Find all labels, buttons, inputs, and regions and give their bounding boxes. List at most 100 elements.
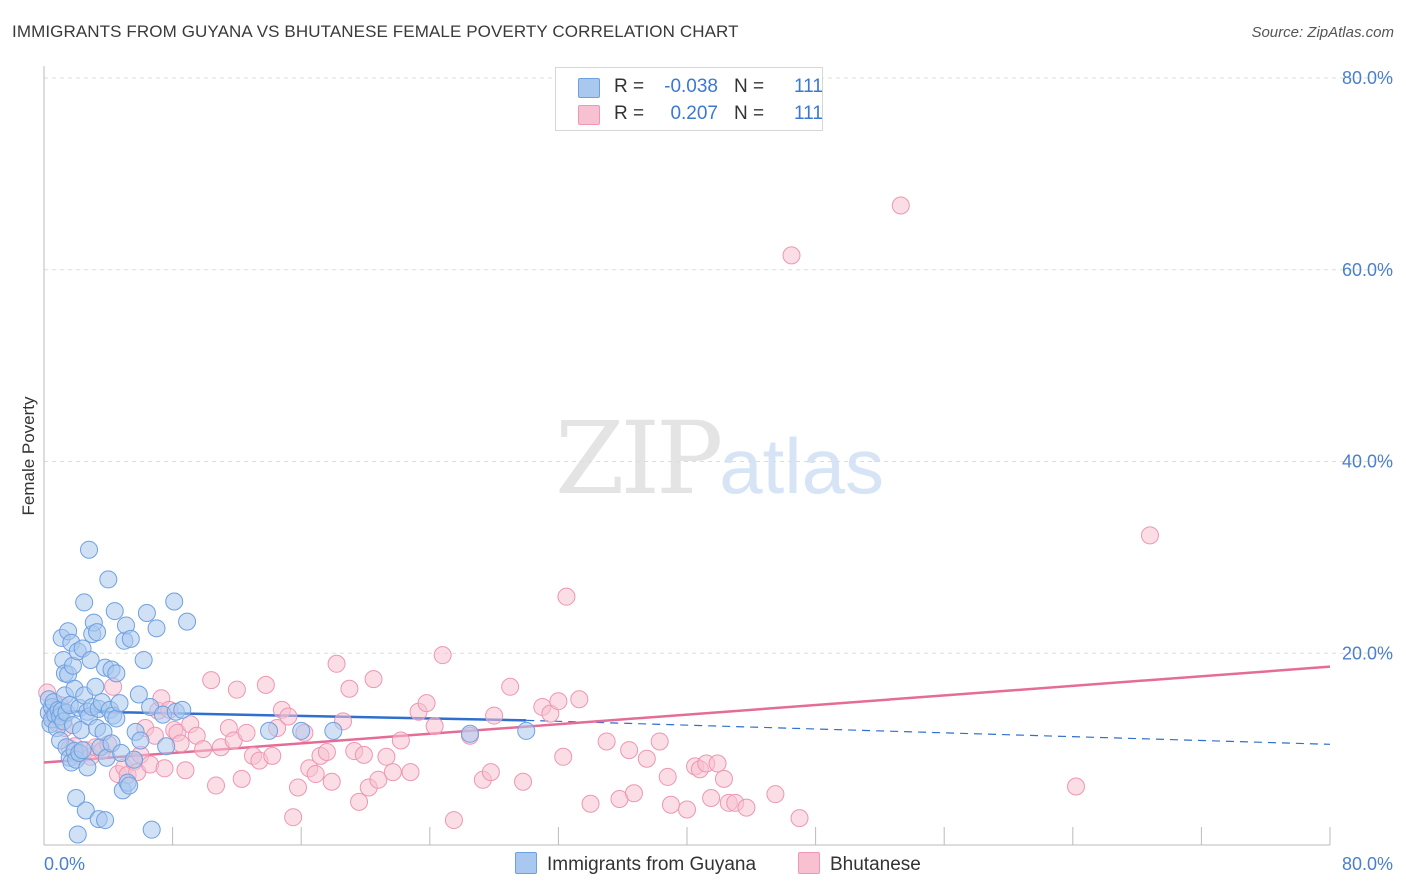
point-bhutanese xyxy=(501,677,520,696)
bottom-legend-guyana: Immigrants from Guyana xyxy=(515,852,756,876)
point-guyana xyxy=(157,737,176,756)
legend-n-label: N = xyxy=(734,76,765,97)
point-guyana xyxy=(86,677,105,696)
point-bhutanese xyxy=(620,741,639,760)
point-bhutanese xyxy=(417,694,436,713)
point-guyana xyxy=(107,664,126,683)
point-guyana xyxy=(88,623,107,642)
point-bhutanese xyxy=(364,670,383,689)
gridlines xyxy=(44,77,1394,654)
point-bhutanese xyxy=(637,749,656,768)
legend-r-label: R = xyxy=(614,103,645,124)
point-guyana xyxy=(134,650,153,669)
tick-labels: 20.0% 40.0% 60.0% 80.0% 0.0% 80.0% xyxy=(44,68,1393,874)
point-guyana xyxy=(142,820,161,839)
point-bhutanese xyxy=(444,811,463,830)
chart-title: IMMIGRANTS FROM GUYANA VS BHUTANESE FEMA… xyxy=(12,22,739,41)
point-bhutanese xyxy=(658,767,677,786)
y-tick-label: 40.0% xyxy=(1342,452,1393,472)
legend-n-value: 111 xyxy=(794,103,823,124)
point-bhutanese xyxy=(354,745,373,764)
point-guyana xyxy=(99,570,118,589)
point-bhutanese xyxy=(737,798,756,817)
point-bhutanese xyxy=(383,763,402,782)
point-bhutanese xyxy=(481,763,500,782)
point-bhutanese xyxy=(549,692,568,711)
point-bhutanese xyxy=(766,785,785,804)
point-guyana xyxy=(78,758,97,777)
point-bhutanese xyxy=(570,690,589,709)
point-guyana xyxy=(81,650,100,669)
point-guyana xyxy=(121,629,140,648)
point-bhutanese xyxy=(557,587,576,606)
point-bhutanese xyxy=(194,740,213,759)
trend-line-guyana-extrapolated xyxy=(526,719,1331,745)
point-bhutanese xyxy=(782,246,801,265)
point-guyana xyxy=(137,603,156,622)
watermark: ZIPatlas xyxy=(555,400,884,517)
point-guyana xyxy=(80,540,99,559)
point-bhutanese xyxy=(350,792,369,811)
point-guyana xyxy=(178,612,197,631)
point-bhutanese xyxy=(279,707,298,726)
point-bhutanese xyxy=(514,772,533,791)
point-bhutanese xyxy=(425,717,444,736)
point-bhutanese xyxy=(661,795,680,814)
bottom-legend-bhutanese: Bhutanese xyxy=(798,852,921,876)
point-guyana xyxy=(460,724,479,743)
x-tick-label: 80.0% xyxy=(1342,854,1393,874)
point-bhutanese xyxy=(597,732,616,751)
point-bhutanese xyxy=(263,746,282,765)
point-bhutanese xyxy=(306,765,325,784)
legend-r-label: R = xyxy=(614,76,645,97)
point-guyana xyxy=(517,721,536,740)
point-bhutanese xyxy=(624,784,643,803)
point-bhutanese xyxy=(391,731,410,750)
watermark-zip: ZIP xyxy=(555,400,723,517)
point-guyana xyxy=(125,750,144,769)
correlation-legend: R = -0.038 N = 111 R = 0.207 N = 111 xyxy=(555,67,823,131)
point-bhutanese xyxy=(176,761,195,780)
point-bhutanese xyxy=(891,196,910,215)
point-bhutanese xyxy=(340,679,359,698)
bottom-legend-swatch-pink xyxy=(798,852,820,874)
point-guyana xyxy=(67,789,86,808)
point-bhutanese xyxy=(202,671,221,690)
y-tick-label: 60.0% xyxy=(1342,260,1393,280)
point-guyana xyxy=(107,709,126,728)
legend-swatch-blue xyxy=(578,78,600,98)
point-bhutanese xyxy=(232,769,251,788)
y-tick-label: 80.0% xyxy=(1342,68,1393,88)
y-axis-label: Female Poverty xyxy=(19,396,38,516)
point-bhutanese xyxy=(284,808,303,827)
point-bhutanese xyxy=(327,654,346,673)
point-guyana xyxy=(76,801,95,820)
point-guyana xyxy=(110,694,129,713)
point-bhutanese xyxy=(401,763,420,782)
point-bhutanese xyxy=(369,770,388,789)
point-guyana xyxy=(105,602,124,621)
point-bhutanese xyxy=(1067,777,1086,796)
point-bhutanese xyxy=(317,743,336,762)
point-guyana xyxy=(165,592,184,611)
legend-r-value: 0.207 xyxy=(670,103,718,124)
bottom-legend-swatch-blue xyxy=(515,852,537,874)
point-bhutanese xyxy=(237,723,256,742)
y-tick-label: 20.0% xyxy=(1342,643,1393,663)
point-bhutanese xyxy=(207,776,226,795)
point-bhutanese xyxy=(714,769,733,788)
point-bhutanese xyxy=(155,759,174,778)
legend-n-value: 111 xyxy=(794,76,823,97)
point-bhutanese xyxy=(288,778,307,797)
point-guyana xyxy=(324,721,343,740)
point-guyana xyxy=(260,721,279,740)
legend-swatch-pink xyxy=(578,105,600,125)
point-bhutanese xyxy=(678,800,696,819)
point-bhutanese xyxy=(581,794,600,813)
point-bhutanese xyxy=(708,754,727,773)
point-bhutanese xyxy=(1140,526,1159,545)
x-tick-label: 0.0% xyxy=(44,854,85,874)
point-bhutanese xyxy=(433,646,452,665)
point-guyana xyxy=(120,776,139,795)
